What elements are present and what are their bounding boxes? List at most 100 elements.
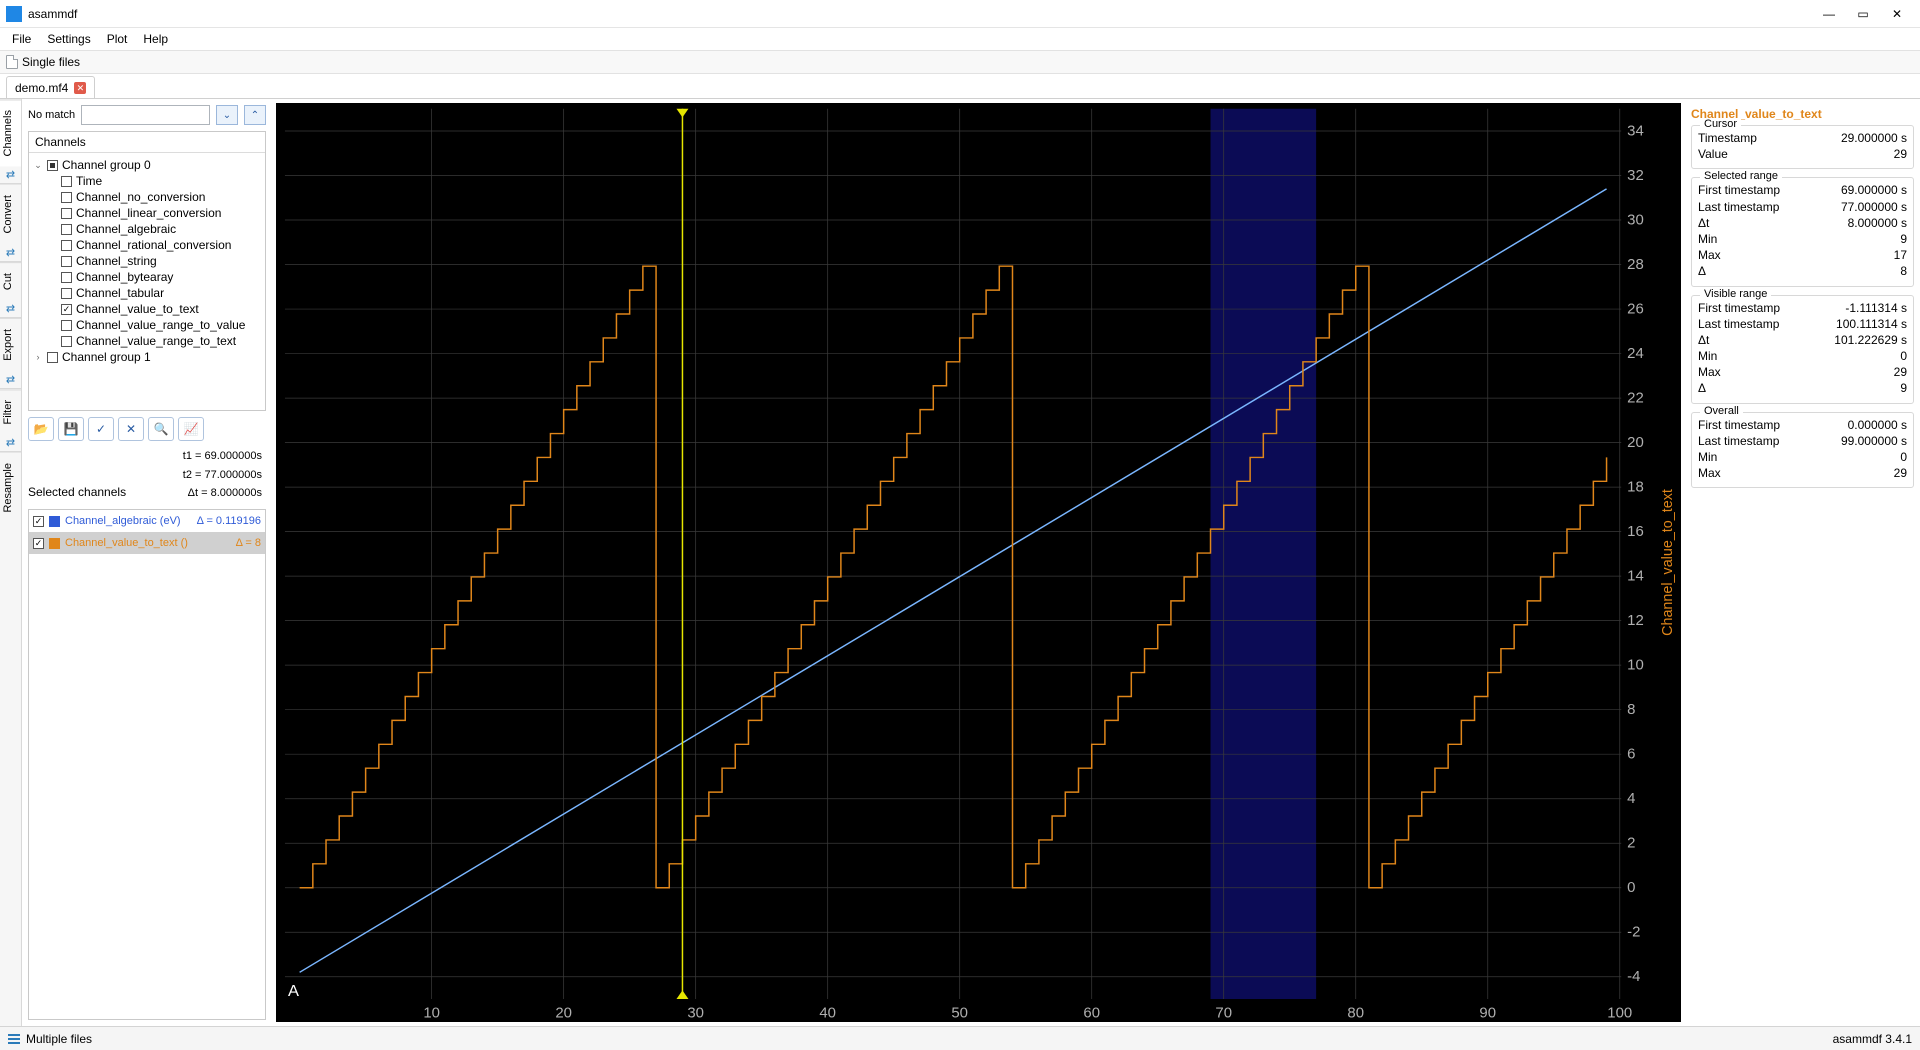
- info-panel: Channel_value_to_text CursorTimestamp29.…: [1685, 99, 1920, 1026]
- channel-tree-box: Channels ⌄Channel group 0TimeChannel_no_…: [28, 131, 266, 411]
- check-all-button[interactable]: ✓: [88, 417, 114, 441]
- window-title: asammdf: [28, 7, 1812, 21]
- dt-label: Δt = 8.000000s: [183, 484, 262, 503]
- tree-item[interactable]: Channel_bytearay: [33, 269, 261, 285]
- svg-text:10: 10: [1627, 658, 1644, 674]
- toolbar: Single files: [0, 50, 1920, 74]
- svg-text:2: 2: [1627, 836, 1635, 852]
- save-button[interactable]: 💾: [58, 417, 84, 441]
- info-row: Max29: [1698, 465, 1907, 481]
- t2-label: t2 = 77.000000s: [183, 466, 262, 485]
- svg-text:70: 70: [1215, 1006, 1232, 1022]
- vtab-cut[interactable]: Cut: [0, 262, 21, 300]
- menu-settings[interactable]: Settings: [39, 30, 98, 48]
- svg-text:26: 26: [1627, 302, 1644, 318]
- svg-text:-4: -4: [1627, 969, 1640, 985]
- info-row: Last timestamp99.000000 s: [1698, 433, 1907, 449]
- minimize-button[interactable]: —: [1812, 3, 1846, 25]
- left-panel: No match ⌄ ⌃ Channels ⌄Channel group 0Ti…: [22, 99, 272, 1026]
- vtab-export[interactable]: Export: [0, 318, 21, 371]
- close-button[interactable]: ✕: [1880, 3, 1914, 25]
- plot-canvas[interactable]: -4-2024681012141618202224262830323410203…: [276, 103, 1681, 1022]
- vtab-icon: ⇄: [0, 434, 21, 452]
- info-group-label: Visible range: [1700, 288, 1771, 300]
- info-row: Timestamp29.000000 s: [1698, 130, 1907, 146]
- search-input[interactable]: [81, 105, 210, 125]
- maximize-button[interactable]: ▭: [1846, 3, 1880, 25]
- svg-text:8: 8: [1627, 702, 1635, 718]
- tree-item[interactable]: Time: [33, 173, 261, 189]
- info-row: Δ8: [1698, 263, 1907, 279]
- info-row: Min0: [1698, 449, 1907, 465]
- tree-header: Channels: [29, 132, 265, 153]
- vtab-channels[interactable]: Channels: [0, 99, 21, 166]
- info-row: First timestamp69.000000 s: [1698, 182, 1907, 198]
- info-row: Δt101.222629 s: [1698, 332, 1907, 348]
- close-tab-icon[interactable]: ✕: [74, 82, 86, 94]
- vtab-convert[interactable]: Convert: [0, 184, 21, 244]
- search-button[interactable]: 🔍: [148, 417, 174, 441]
- info-group: Visible rangeFirst timestamp-1.111314 sL…: [1691, 295, 1914, 404]
- svg-text:16: 16: [1627, 524, 1644, 540]
- selected-channels-label: Selected channels: [28, 485, 183, 503]
- timing-lines: t1 = 69.000000s t2 = 77.000000s Δt = 8.0…: [183, 447, 266, 503]
- selected-channel-row[interactable]: Channel_value_to_text ()Δ = 8: [29, 532, 265, 554]
- tree-item[interactable]: Channel_tabular: [33, 285, 261, 301]
- info-row: Last timestamp100.111314 s: [1698, 316, 1907, 332]
- tree-item[interactable]: Channel_linear_conversion: [33, 205, 261, 221]
- vtab-icon: ⇄: [0, 244, 21, 262]
- single-files-label[interactable]: Single files: [22, 55, 80, 69]
- info-group: CursorTimestamp29.000000 sValue29: [1691, 125, 1914, 169]
- list-icon: [8, 1034, 20, 1044]
- file-tab[interactable]: demo.mf4 ✕: [6, 76, 95, 98]
- menu-plot[interactable]: Plot: [99, 30, 136, 48]
- svg-text:18: 18: [1627, 480, 1644, 496]
- app-icon: [6, 6, 22, 22]
- svg-text:Channel_value_to_text: Channel_value_to_text: [1660, 489, 1676, 636]
- uncheck-all-button[interactable]: ✕: [118, 417, 144, 441]
- tree-item[interactable]: Channel_no_conversion: [33, 189, 261, 205]
- plot-area: -4-2024681012141618202224262830323410203…: [272, 99, 1685, 1026]
- tree-item[interactable]: Channel_rational_conversion: [33, 237, 261, 253]
- tree-group[interactable]: ⌄Channel group 0: [33, 157, 261, 173]
- info-row: First timestamp0.000000 s: [1698, 417, 1907, 433]
- plot-button[interactable]: 📈: [178, 417, 204, 441]
- info-row: First timestamp-1.111314 s: [1698, 300, 1907, 316]
- vtab-icon: ⇄: [0, 371, 21, 389]
- tree-item[interactable]: Channel_value_range_to_value: [33, 317, 261, 333]
- svg-text:34: 34: [1627, 124, 1644, 140]
- vtab-resample[interactable]: Resample: [0, 452, 21, 523]
- svg-text:10: 10: [423, 1006, 440, 1022]
- info-row: Δ9: [1698, 380, 1907, 396]
- search-next-button[interactable]: ⌄: [216, 105, 238, 125]
- vtab-icon: ⇄: [0, 166, 21, 184]
- tree-item[interactable]: Channel_value_range_to_text: [33, 333, 261, 349]
- channel-tree[interactable]: ⌄Channel group 0TimeChannel_no_conversio…: [29, 153, 265, 369]
- menu-file[interactable]: File: [4, 30, 39, 48]
- search-row: No match ⌄ ⌃: [28, 105, 266, 125]
- file-tab-label: demo.mf4: [15, 81, 68, 95]
- tree-item[interactable]: Channel_string: [33, 253, 261, 269]
- svg-text:6: 6: [1627, 747, 1635, 763]
- info-row: Max29: [1698, 364, 1907, 380]
- vtab-filter[interactable]: Filter: [0, 389, 21, 434]
- search-prev-button[interactable]: ⌃: [244, 105, 266, 125]
- tree-item[interactable]: Channel_value_to_text: [33, 301, 261, 317]
- info-group: Selected rangeFirst timestamp69.000000 s…: [1691, 177, 1914, 286]
- svg-text:4: 4: [1627, 791, 1635, 807]
- selected-channels-list[interactable]: Channel_algebraic (eV)Δ = 0.119196Channe…: [28, 509, 266, 1020]
- workspace: Channels ⇄ Convert ⇄ Cut ⇄ Export ⇄ Filt…: [0, 98, 1920, 1026]
- open-button[interactable]: 📂: [28, 417, 54, 441]
- status-bar: Multiple files asammdf 3.4.1: [0, 1026, 1920, 1050]
- svg-text:80: 80: [1347, 1006, 1364, 1022]
- tree-item[interactable]: Channel_algebraic: [33, 221, 261, 237]
- svg-text:90: 90: [1479, 1006, 1496, 1022]
- info-row: Δt8.000000 s: [1698, 215, 1907, 231]
- selected-channel-row[interactable]: Channel_algebraic (eV)Δ = 0.119196: [29, 510, 265, 532]
- no-match-label: No match: [28, 109, 75, 121]
- menu-help[interactable]: Help: [135, 30, 176, 48]
- svg-text:100: 100: [1607, 1006, 1632, 1022]
- tree-group[interactable]: ›Channel group 1: [33, 349, 261, 365]
- multiple-files-label[interactable]: Multiple files: [26, 1032, 92, 1046]
- title-bar: asammdf — ▭ ✕: [0, 0, 1920, 28]
